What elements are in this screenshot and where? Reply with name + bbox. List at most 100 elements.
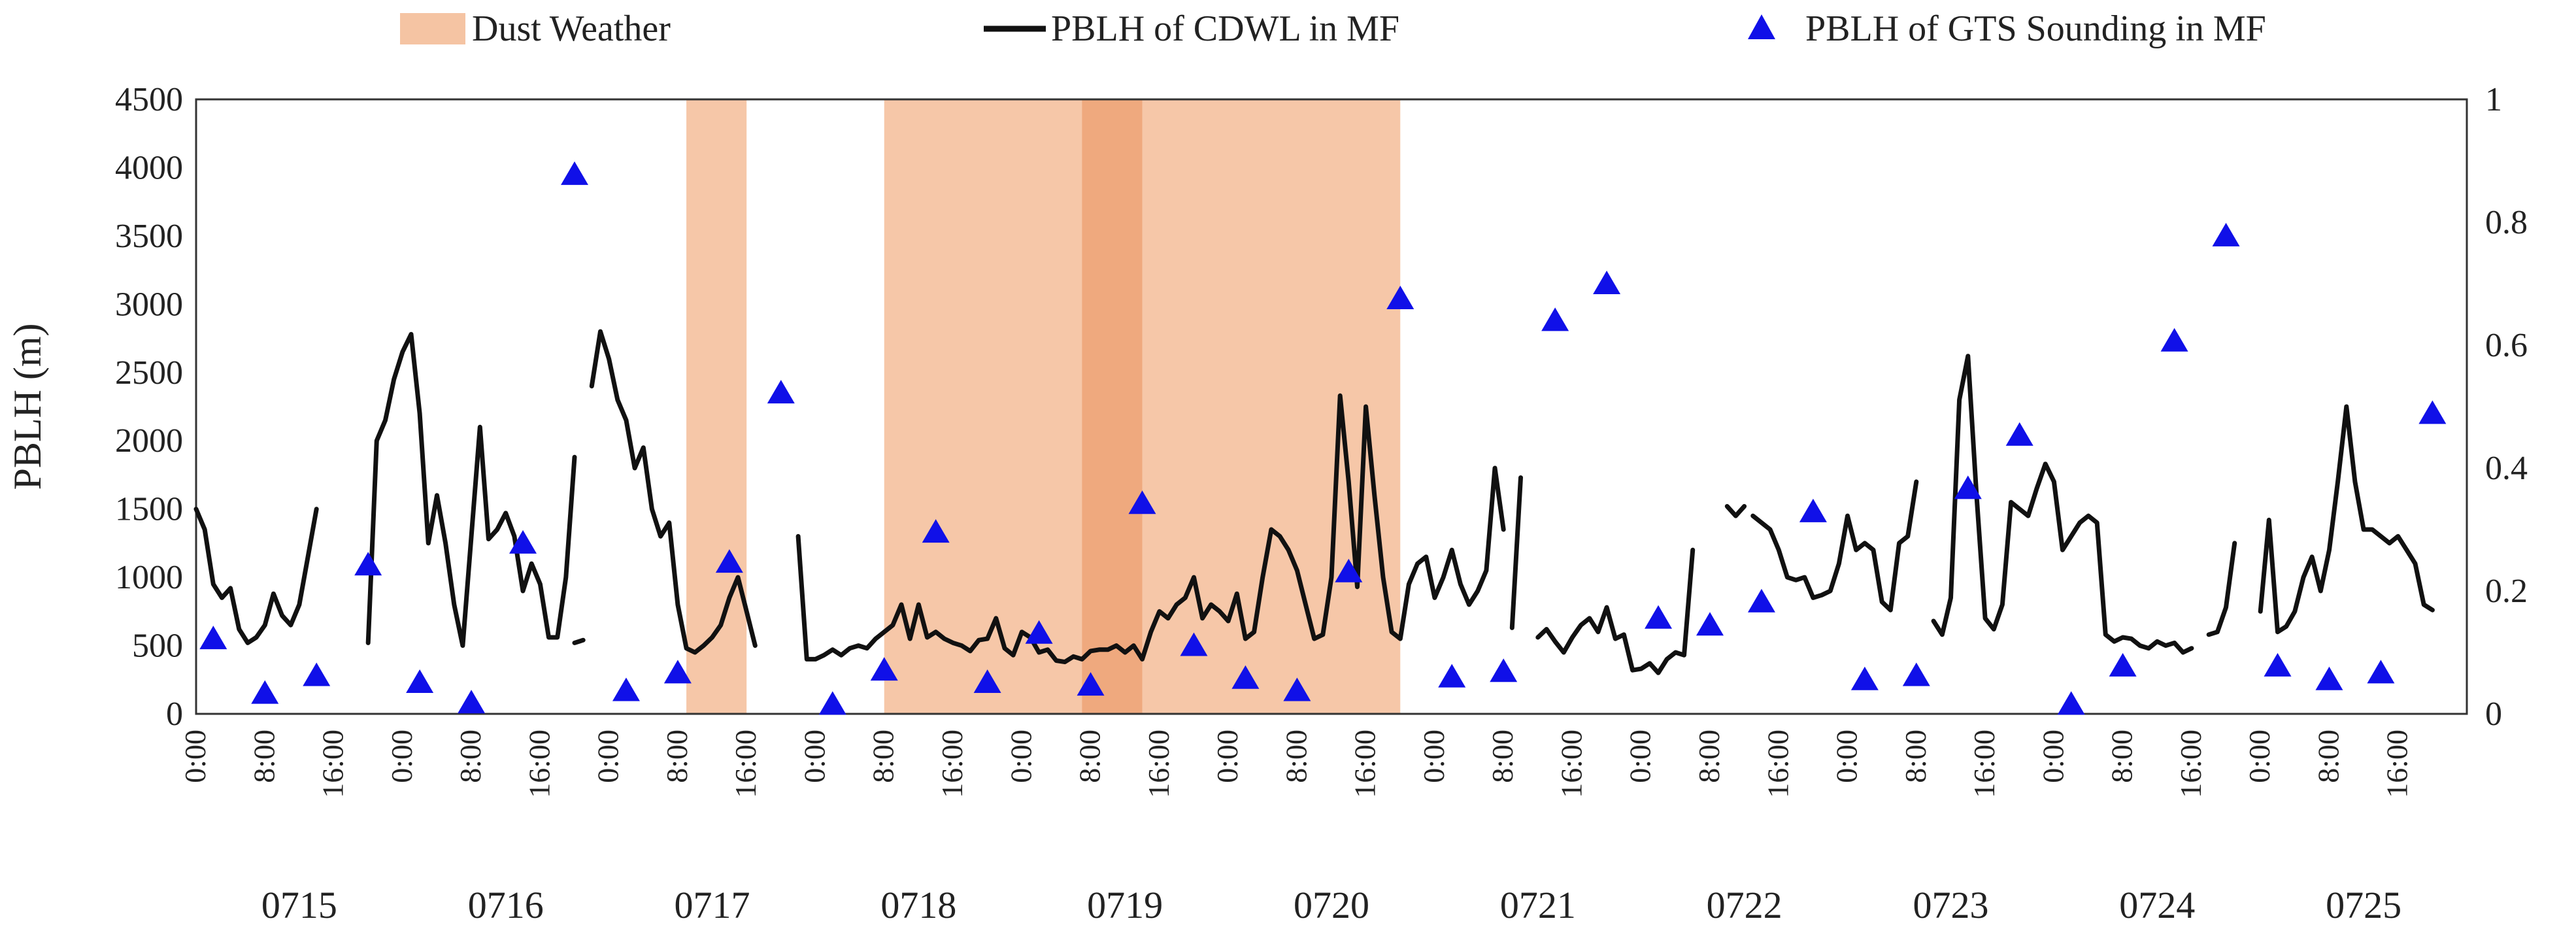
gts-marker bbox=[1128, 490, 1156, 514]
x-tick-label: 8:00 bbox=[2105, 730, 2139, 783]
gts-marker bbox=[1025, 620, 1053, 644]
cdwl-segment-5 bbox=[1509, 475, 1523, 630]
gts-marker bbox=[715, 549, 743, 573]
cdwl-segment-8 bbox=[1750, 479, 1919, 613]
x-tick-label: 8:00 bbox=[867, 730, 900, 783]
cdwl-segment-9 bbox=[1931, 354, 2194, 655]
date-label: 0716 bbox=[468, 884, 544, 926]
date-label: 0718 bbox=[880, 884, 956, 926]
y-right-tick-label: 0 bbox=[2485, 696, 2502, 733]
y-tick-label: 500 bbox=[132, 628, 183, 665]
gts-marker bbox=[2005, 422, 2033, 446]
y-tick-label: 4000 bbox=[115, 149, 183, 186]
date-label: 0720 bbox=[1294, 884, 1369, 926]
gts-marker bbox=[663, 660, 692, 684]
x-tick-label: 0:00 bbox=[2243, 730, 2276, 783]
x-tick-label: 0:00 bbox=[592, 730, 625, 783]
cdwl-segment-10 bbox=[2206, 541, 2237, 637]
cdwl-segment-3 bbox=[589, 329, 758, 655]
y-tick-label: 1500 bbox=[115, 491, 183, 528]
x-tick-label: 0:00 bbox=[797, 730, 831, 783]
gts-marker bbox=[818, 691, 846, 715]
x-tick-label: 16:00 bbox=[1967, 730, 2001, 798]
gts-marker bbox=[1850, 666, 1879, 690]
x-tick-label: 0:00 bbox=[1417, 730, 1450, 783]
date-label: 0724 bbox=[2119, 884, 2195, 926]
cdwl-segment-4 bbox=[795, 393, 1506, 665]
x-tick-label: 8:00 bbox=[1073, 730, 1107, 783]
legend-line-label: PBLH of CDWL in MF bbox=[1051, 8, 1399, 49]
gts-marker bbox=[2418, 400, 2447, 424]
date-label: 0725 bbox=[2326, 884, 2401, 926]
legend-dust-label: Dust Weather bbox=[472, 8, 671, 49]
x-tick-label: 16:00 bbox=[1554, 730, 1588, 798]
date-label: 0723 bbox=[1913, 884, 1988, 926]
gts-marker bbox=[1747, 588, 1775, 613]
x-tick-label: 16:00 bbox=[1348, 730, 1382, 798]
date-label: 0719 bbox=[1087, 884, 1163, 926]
gts-marker bbox=[251, 680, 279, 704]
gts-marker bbox=[509, 530, 537, 554]
x-tick-label: 8:00 bbox=[1899, 730, 1932, 783]
gts-marker bbox=[2057, 691, 2085, 715]
plot-frame bbox=[195, 98, 2468, 715]
cdwl-segment-2 bbox=[572, 637, 586, 645]
x-tick-label: 0:00 bbox=[2036, 730, 2069, 783]
y-tick-label: 3000 bbox=[115, 286, 183, 323]
y-right-tick-label: 0.6 bbox=[2485, 327, 2528, 364]
gts-marker bbox=[1593, 271, 1621, 294]
x-tick-label: 0:00 bbox=[178, 730, 212, 783]
legend: Dust Weather PBLH of CDWL in MF PBLH of … bbox=[400, 8, 2266, 49]
y-tick-label: 3500 bbox=[115, 218, 183, 255]
gts-marker bbox=[1799, 498, 1827, 522]
y-right-tick-label: 1 bbox=[2485, 81, 2502, 118]
gts-marker bbox=[2160, 328, 2188, 352]
x-tick-label: 16:00 bbox=[522, 730, 556, 798]
dust-shading bbox=[686, 99, 1401, 714]
gts-marker bbox=[973, 669, 1001, 693]
gts-marker bbox=[199, 626, 227, 650]
gts-marker bbox=[2315, 666, 2343, 690]
x-tick-label: 0:00 bbox=[1211, 730, 1244, 783]
gts-marker bbox=[2367, 660, 2395, 684]
y-tick-label: 2000 bbox=[115, 422, 183, 460]
gts-sounding-series bbox=[199, 161, 2447, 715]
x-tick-label: 8:00 bbox=[454, 730, 487, 783]
y-right-tick-label: 0.2 bbox=[2485, 573, 2528, 610]
gts-marker bbox=[303, 662, 331, 686]
gts-marker bbox=[354, 552, 382, 576]
y-right-tick-label: 0.4 bbox=[2485, 450, 2528, 487]
gts-marker bbox=[870, 657, 898, 681]
x-tick-label: 8:00 bbox=[247, 730, 280, 783]
gts-marker bbox=[922, 519, 950, 543]
y-axis-title: PBLH (m) bbox=[6, 324, 49, 490]
x-tick-label: 8:00 bbox=[660, 730, 694, 783]
gts-marker bbox=[1696, 612, 1724, 636]
gts-marker bbox=[2109, 652, 2137, 677]
y-axis-right: 0 0.2 0.4 0.6 0.8 1 bbox=[2485, 81, 2528, 733]
x-axis-time: 0:00 8:00 16:00 0:00 8:00 16:00 0:00 8:00 16:00 0… bbox=[178, 730, 2414, 798]
gts-marker bbox=[1077, 672, 1105, 696]
gts-marker bbox=[458, 690, 486, 714]
x-tick-label: 8:00 bbox=[2311, 730, 2345, 783]
cdwl-segment-6 bbox=[1535, 547, 1696, 675]
x-tick-label: 0:00 bbox=[1624, 730, 1657, 783]
cdwl-segment-0 bbox=[193, 507, 319, 645]
x-tick-label: 0:00 bbox=[1830, 730, 1864, 783]
gts-marker bbox=[1180, 632, 1208, 656]
legend-marker-swatch bbox=[1748, 14, 1775, 39]
legend-marker-label: PBLH of GTS Sounding in MF bbox=[1805, 8, 2266, 49]
y-tick-label: 1000 bbox=[115, 559, 183, 596]
x-tick-label: 16:00 bbox=[729, 730, 762, 798]
x-tick-label: 0:00 bbox=[1004, 730, 1037, 783]
dust-overlap bbox=[1082, 99, 1143, 714]
gts-marker bbox=[1645, 605, 1673, 629]
cdwl-segment-11 bbox=[2258, 404, 2435, 635]
x-tick-label: 8:00 bbox=[1692, 730, 1726, 783]
gts-marker bbox=[406, 669, 434, 693]
dust-period-0 bbox=[686, 99, 747, 714]
gts-marker bbox=[1283, 677, 1311, 701]
x-tick-label: 16:00 bbox=[2174, 730, 2207, 798]
gts-marker bbox=[1954, 475, 1982, 499]
